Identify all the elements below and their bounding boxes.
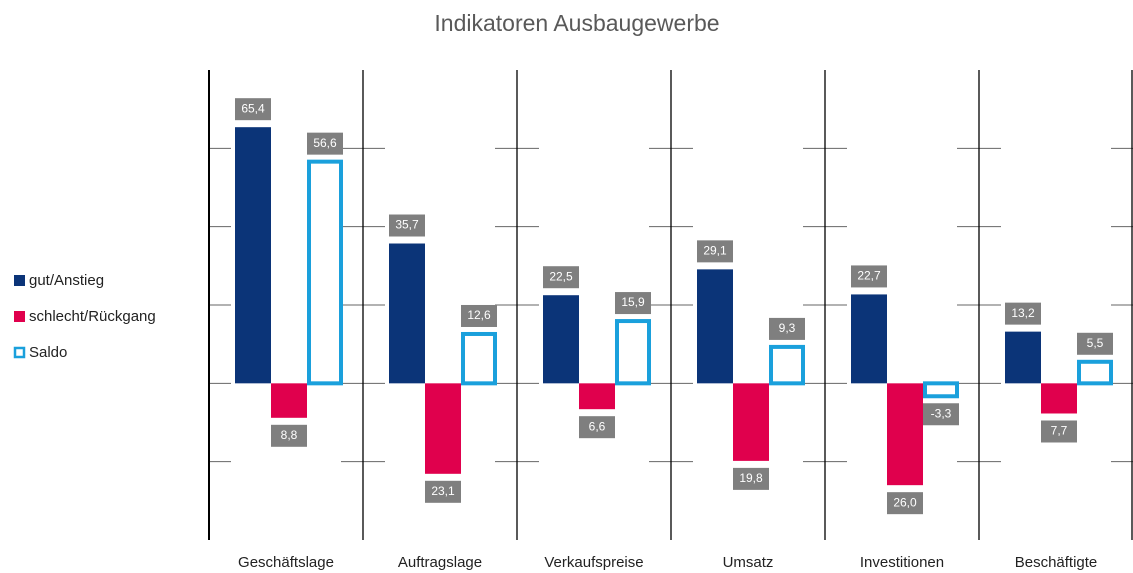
bar [769, 344, 805, 386]
legend-swatch [14, 275, 25, 286]
value-label-box [769, 317, 805, 340]
bar [1077, 359, 1113, 386]
bar [579, 383, 615, 410]
value-label: 7,7 [1051, 424, 1068, 438]
chart-title: Indikatoren Ausbaugewerbe [434, 10, 719, 36]
value-label-box [271, 424, 307, 447]
x-tick-label: Umsatz [723, 554, 774, 571]
x-tick-label: Geschäftslage [238, 554, 334, 571]
legend-label: schlecht/Rückgang [29, 308, 156, 325]
value-label-box [851, 265, 887, 288]
value-label-box [697, 240, 733, 263]
bar [271, 383, 307, 418]
bar [1041, 383, 1077, 414]
value-label-box [235, 98, 271, 121]
bar [461, 331, 497, 386]
bar [615, 319, 651, 386]
bar [697, 269, 733, 384]
value-label: 29,1 [703, 244, 727, 258]
legend-swatch [14, 311, 25, 322]
value-label: 22,5 [549, 269, 573, 283]
value-label-box [543, 266, 579, 289]
value-label-box [1005, 302, 1041, 325]
value-label: 19,8 [739, 471, 763, 485]
bar [543, 295, 579, 384]
value-label-box [389, 214, 425, 237]
value-label: 23,1 [431, 484, 455, 498]
value-label: 6,6 [589, 419, 606, 433]
value-label: 5,5 [1087, 336, 1104, 350]
x-tick-label: Verkaufspreise [544, 554, 643, 571]
value-label-box [425, 480, 461, 503]
value-label-box [307, 132, 343, 155]
bar [389, 243, 425, 384]
bar [235, 127, 271, 384]
value-label-box [1077, 332, 1113, 355]
value-label: 22,7 [857, 269, 881, 283]
value-label: 65,4 [241, 101, 265, 115]
value-label: 26,0 [893, 495, 917, 509]
bar [733, 383, 769, 461]
value-label-box [461, 304, 497, 327]
value-label-box [887, 492, 923, 515]
value-label: 8,8 [281, 428, 298, 442]
legend-label: gut/Anstieg [29, 272, 104, 289]
value-label-box [579, 416, 615, 439]
value-label: 9,3 [779, 321, 796, 335]
value-label: 56,6 [313, 136, 337, 150]
x-tick-label: Investitionen [860, 554, 944, 571]
bar [425, 383, 461, 474]
legend-swatch [13, 346, 26, 359]
x-tick-label: Auftragslage [398, 554, 482, 571]
bar [923, 381, 959, 399]
bar [1005, 331, 1041, 384]
value-label: 12,6 [467, 308, 491, 322]
value-label-box [615, 292, 651, 315]
bar [307, 159, 343, 386]
bar [851, 294, 887, 384]
value-label-box [1041, 420, 1077, 443]
value-label: 13,2 [1011, 306, 1035, 320]
x-tick-label: Beschäftigte [1015, 554, 1098, 571]
legend-label: Saldo [29, 344, 67, 361]
value-label-box [733, 467, 769, 490]
value-label: -3,3 [931, 406, 952, 420]
value-label: 35,7 [395, 218, 419, 232]
bar [887, 383, 923, 486]
value-label: 15,9 [621, 295, 645, 309]
value-label-box [923, 403, 959, 426]
